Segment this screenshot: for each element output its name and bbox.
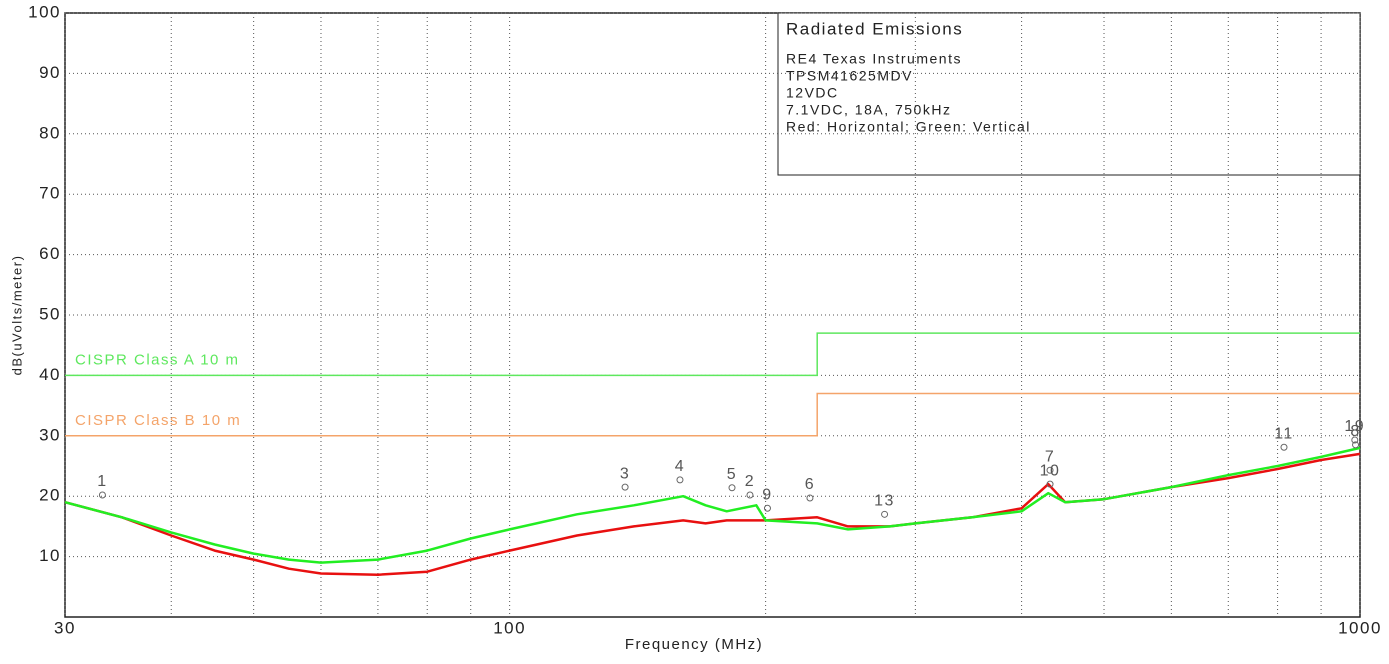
marker-label: 8 (1350, 423, 1360, 440)
limit-line (65, 392, 1360, 437)
limit-line (65, 332, 1360, 377)
y-tick-label: 40 (39, 365, 61, 384)
marker (1046, 466, 1054, 474)
marker (676, 476, 684, 484)
y-tick-label: 60 (39, 244, 61, 263)
y-tick-label: 30 (39, 425, 61, 444)
info-line: Red: Horizontal; Green: Vertical (786, 119, 1031, 135)
info-line: RE4 Texas Instruments (786, 51, 962, 67)
marker (621, 483, 629, 491)
y-tick-label: 50 (39, 304, 61, 323)
limit-label: CISPR Class B 10 m (75, 412, 241, 429)
marker (98, 491, 106, 499)
marker-label: 9 (762, 486, 772, 503)
marker (1280, 443, 1288, 451)
marker (806, 494, 814, 502)
marker (763, 504, 771, 512)
marker-label: 4 (675, 458, 685, 475)
y-tick-label: 10 (39, 546, 61, 565)
marker-label: 2 (745, 473, 755, 490)
marker (1351, 436, 1359, 444)
info-line: 12VDC (786, 85, 839, 101)
marker (728, 484, 736, 492)
marker-label: 5 (727, 466, 737, 483)
marker-label: 19 (1344, 418, 1365, 435)
y-tick-label: 20 (39, 486, 61, 505)
x-tick-label: 1000 (1338, 618, 1382, 637)
marker-label: 3 (620, 465, 630, 482)
marker-label: 1 (97, 473, 107, 490)
info-line: TPSM41625MDV (786, 68, 913, 84)
marker-label: 6 (805, 476, 815, 493)
y-tick-label: 90 (39, 63, 61, 82)
chart-title: Radiated Emissions (786, 19, 963, 38)
marker (1046, 480, 1054, 488)
marker (746, 491, 754, 499)
marker-label: 11 (1274, 425, 1294, 442)
marker (881, 510, 889, 518)
x-tick-label: 30 (54, 618, 76, 637)
x-axis-title: Frequency (MHz) (625, 636, 763, 653)
y-axis-title: dB(uVolts/meter) (9, 255, 24, 376)
marker-label: 10 (1040, 462, 1061, 479)
emission-trace (64, 446, 1361, 564)
y-tick-label: 70 (39, 184, 61, 203)
info-line: 7.1VDC, 18A, 750kHz (786, 102, 951, 118)
marker-label: 13 (874, 493, 895, 510)
marker (1352, 441, 1360, 449)
y-tick-label: 80 (39, 123, 61, 142)
limit-label: CISPR Class A 10 m (75, 351, 240, 368)
marker-label: 7 (1045, 448, 1055, 465)
y-tick-label: 100 (28, 2, 61, 21)
x-tick-label: 100 (493, 618, 526, 637)
